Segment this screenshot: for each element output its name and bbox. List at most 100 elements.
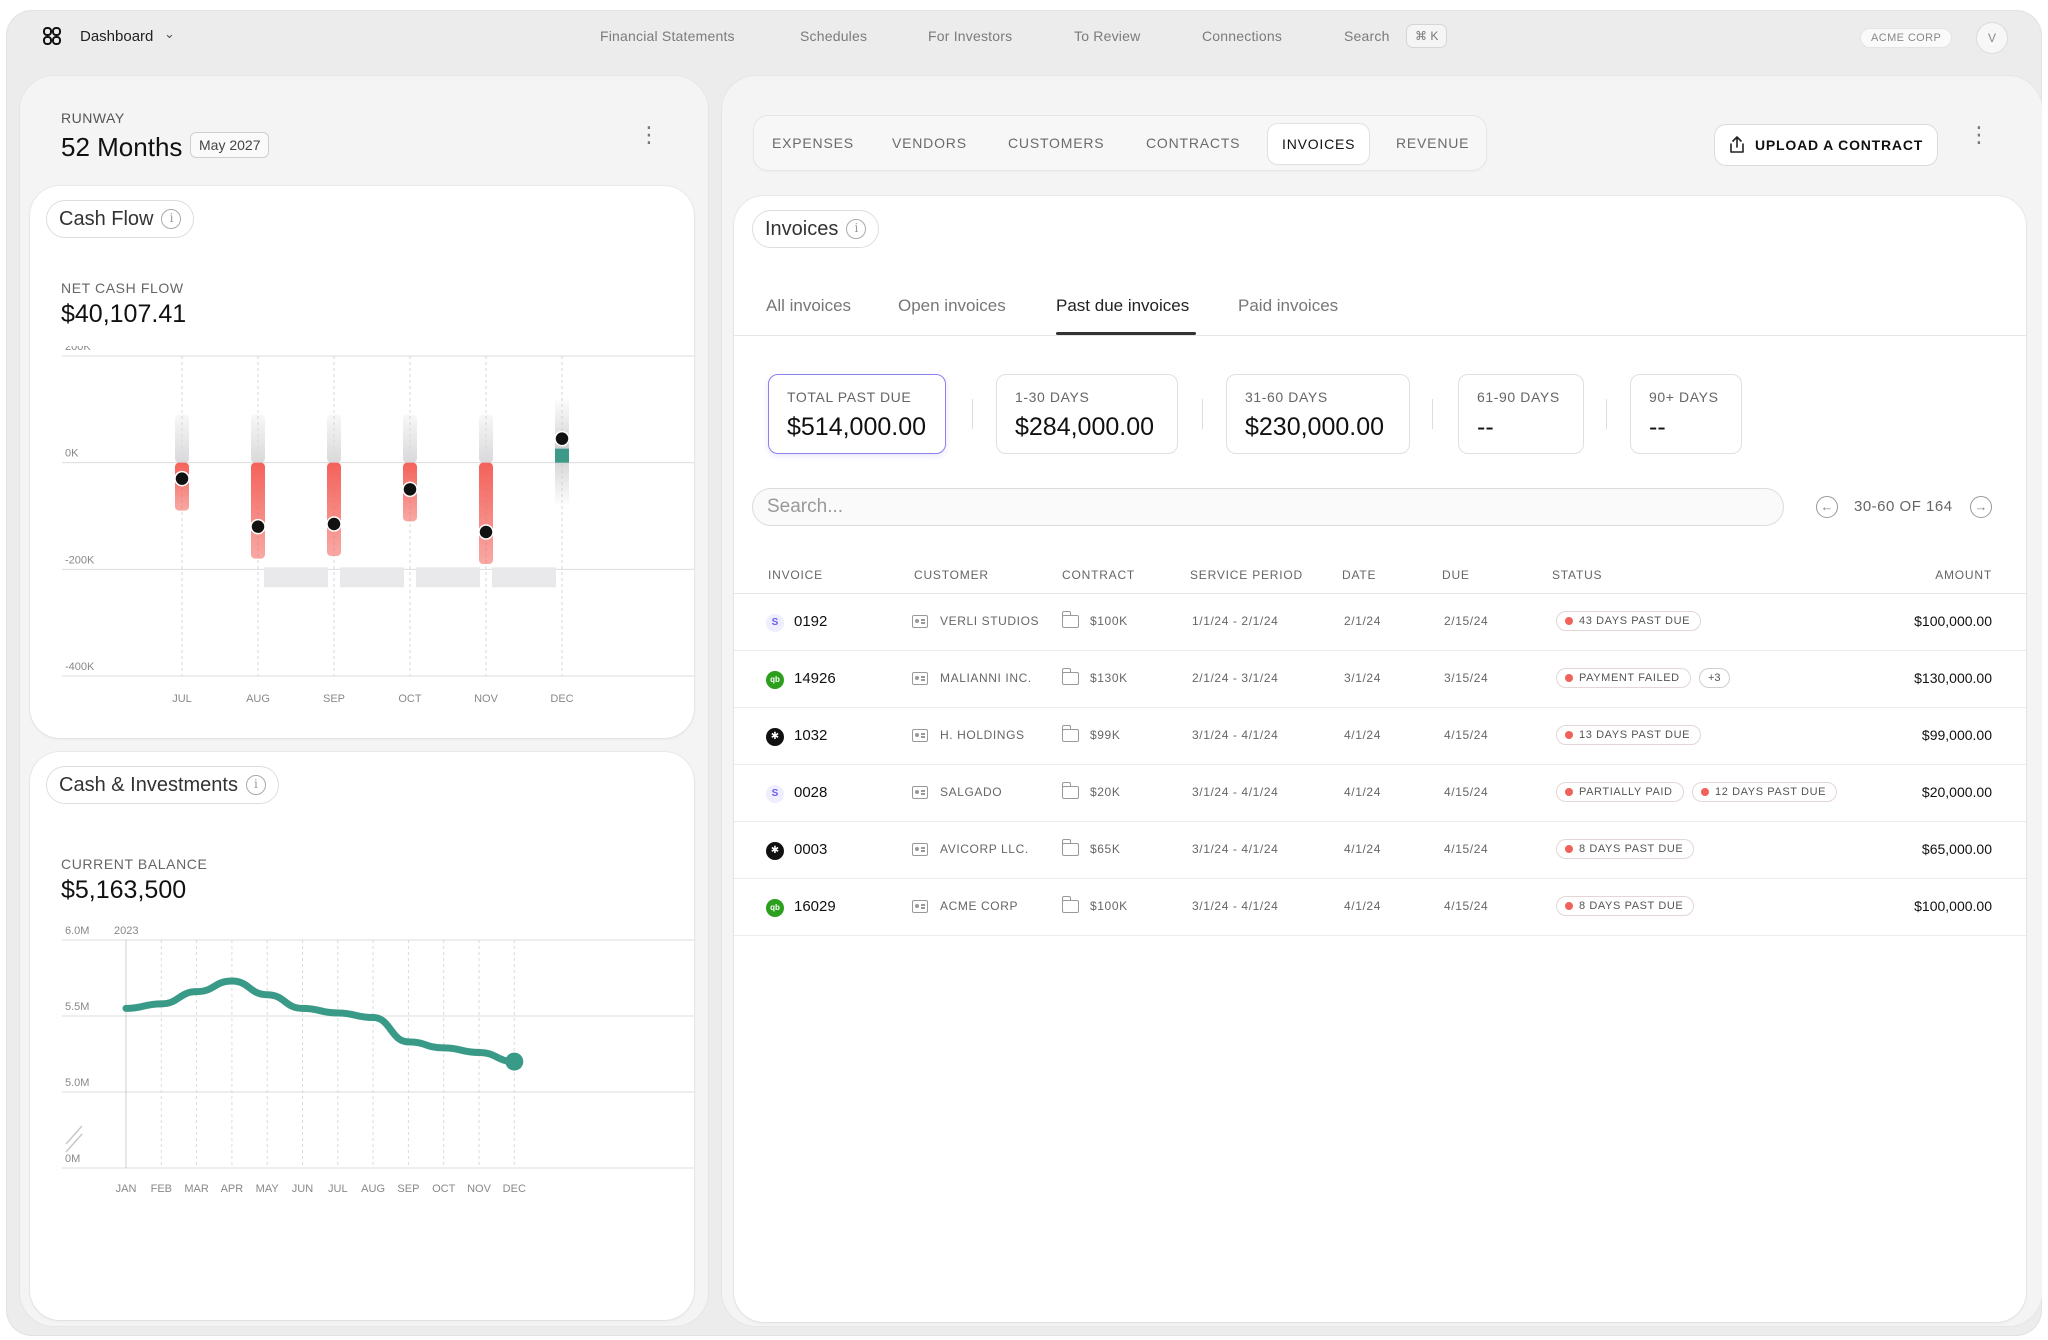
info-icon[interactable]: i bbox=[245, 775, 266, 795]
next-page-icon[interactable]: → bbox=[1970, 496, 1992, 518]
x-tick-label: NOV bbox=[474, 693, 499, 705]
quickbooks-icon: qb bbox=[766, 671, 784, 689]
y-tick-label: 0M bbox=[65, 1153, 80, 1165]
table-header: INVOICE CUSTOMER CONTRACT SERVICE PERIOD… bbox=[734, 552, 2026, 594]
x-tick-label: JAN bbox=[116, 1183, 137, 1195]
summary-31-60-days[interactable]: 31-60 DAYS $230,000.00 bbox=[1226, 374, 1410, 454]
brand-logo-icon[interactable] bbox=[42, 26, 62, 46]
customer-name[interactable]: VERLI STUDIOS bbox=[940, 614, 1040, 628]
summary-label: 31-60 DAYS bbox=[1245, 389, 1328, 405]
tab-invoices[interactable]: INVOICES bbox=[1268, 124, 1370, 164]
x-tick-label: DEC bbox=[503, 1183, 526, 1195]
quickbooks-icon: qb bbox=[766, 899, 784, 917]
invoice-search-input[interactable]: Search... bbox=[752, 488, 1784, 526]
service-period: 3/1/24 - 4/1/24 bbox=[1192, 899, 1279, 913]
table-row[interactable]: ✱ 0003 AVICORP LLC. $65K 3/1/24 - 4/1/24 4/1/… bbox=[734, 822, 2026, 879]
chevron-down-icon[interactable]: ⌄ bbox=[164, 26, 175, 41]
tab-contracts[interactable]: CONTRACTS bbox=[1146, 135, 1241, 151]
axis-break-mark bbox=[65, 1125, 83, 1145]
contract-value[interactable]: $65K bbox=[1090, 842, 1121, 856]
tab-expenses[interactable]: EXPENSES bbox=[772, 135, 854, 151]
invoice-due: 3/15/24 bbox=[1444, 671, 1489, 685]
invoice-subtabs: All invoices Open invoices Past due invo… bbox=[734, 286, 2026, 336]
x-tick-label: AUG bbox=[246, 693, 270, 705]
nav-to-review[interactable]: To Review bbox=[1074, 28, 1141, 44]
col-customer[interactable]: CUSTOMER bbox=[914, 568, 989, 582]
avatar[interactable]: V bbox=[1976, 22, 2008, 54]
table-row[interactable]: S 0192 VERLI STUDIOS $100K 1/1/24 - 2/1/24 2/… bbox=[734, 594, 2026, 651]
info-icon[interactable]: i bbox=[161, 209, 182, 229]
nav-schedules[interactable]: Schedules bbox=[800, 28, 868, 44]
invoice-number[interactable]: 14926 bbox=[794, 670, 836, 687]
tab-customers[interactable]: CUSTOMERS bbox=[1008, 135, 1105, 151]
col-status[interactable]: STATUS bbox=[1552, 568, 1603, 582]
summary-90-plus-days[interactable]: 90+ DAYS -- bbox=[1630, 374, 1742, 454]
invoice-number[interactable]: 0028 bbox=[794, 784, 828, 801]
table-row[interactable]: ✱ 1032 H. HOLDINGS $99K 3/1/24 - 4/1/24 4/1/2… bbox=[734, 708, 2026, 765]
col-service-period[interactable]: SERVICE PERIOD bbox=[1190, 568, 1304, 582]
summary-total-past-due[interactable]: TOTAL PAST DUE $514,000.00 bbox=[768, 374, 946, 454]
contract-value[interactable]: $99K bbox=[1090, 728, 1121, 742]
tab-vendors[interactable]: VENDORS bbox=[892, 135, 967, 151]
invoice-number[interactable]: 0192 bbox=[794, 613, 828, 630]
table-row[interactable]: qb 16029 ACME CORP $100K 3/1/24 - 4/1/24 4/1/… bbox=[734, 879, 2026, 936]
col-due[interactable]: DUE bbox=[1442, 568, 1470, 582]
folder-icon bbox=[1061, 839, 1079, 856]
subtab-open-invoices[interactable]: Open invoices bbox=[898, 296, 1006, 315]
end-point bbox=[505, 1052, 524, 1071]
module-tabs: EXPENSES VENDORS CUSTOMERS CONTRACTS INV… bbox=[754, 116, 1486, 170]
customer-name[interactable]: MALIANNI INC. bbox=[940, 671, 1032, 685]
customer-name[interactable]: SALGADO bbox=[940, 785, 1003, 799]
y-tick-label: 0K bbox=[65, 448, 79, 460]
more-options-icon[interactable]: ⋮ bbox=[1968, 122, 1990, 147]
contract-value[interactable]: $100K bbox=[1090, 899, 1128, 913]
summary-1-30-days[interactable]: 1-30 DAYS $284,000.00 bbox=[996, 374, 1178, 454]
contract-value[interactable]: $20K bbox=[1090, 785, 1121, 799]
customer-name[interactable]: ACME CORP bbox=[940, 899, 1019, 913]
data-point bbox=[402, 481, 418, 498]
nav-financial-statements[interactable]: Financial Statements bbox=[600, 28, 735, 44]
runway-value: 52 Months bbox=[61, 132, 183, 162]
contract-value[interactable]: $130K bbox=[1090, 671, 1128, 685]
nav-connections[interactable]: Connections bbox=[1202, 28, 1283, 44]
subtab-paid-invoices[interactable]: Paid invoices bbox=[1238, 296, 1339, 315]
col-amount[interactable]: AMOUNT bbox=[1935, 568, 1992, 582]
invoice-date: 2/1/24 bbox=[1344, 614, 1381, 628]
service-period: 3/1/24 - 4/1/24 bbox=[1192, 842, 1279, 856]
connector-shelf bbox=[492, 567, 556, 588]
col-invoice[interactable]: INVOICE bbox=[768, 568, 823, 582]
invoice-number[interactable]: 1032 bbox=[794, 727, 828, 744]
connector-shelf bbox=[264, 567, 328, 588]
prev-page-icon[interactable]: ← bbox=[1816, 496, 1838, 518]
contract-value[interactable]: $100K bbox=[1090, 614, 1128, 628]
org-badge[interactable]: ACME CORP bbox=[1860, 28, 1953, 48]
subtab-all-invoices[interactable]: All invoices bbox=[766, 296, 852, 315]
customer-name[interactable]: AVICORP LLC. bbox=[940, 842, 1029, 856]
table-row[interactable]: qb 14926 MALIANNI INC. $130K 2/1/24 - 3/1/24… bbox=[734, 651, 2026, 708]
x-tick-label: MAR bbox=[184, 1183, 209, 1195]
invoice-number[interactable]: 16029 bbox=[794, 898, 836, 915]
nav-for-investors[interactable]: For Investors bbox=[928, 28, 1013, 44]
invoice-amount: $99,000.00 bbox=[1921, 727, 1992, 743]
y-tick-label: 6.0M bbox=[65, 925, 89, 937]
invoice-amount: $130,000.00 bbox=[1914, 670, 1992, 686]
invoice-number[interactable]: 0003 bbox=[794, 841, 828, 858]
invoice-date: 4/1/24 bbox=[1344, 899, 1381, 913]
upload-contract-button[interactable]: UPLOAD A CONTRACT bbox=[1714, 124, 1939, 166]
subtab-past-due-invoices[interactable]: Past due invoices bbox=[1056, 296, 1190, 315]
summary-61-90-days[interactable]: 61-90 DAYS -- bbox=[1458, 374, 1584, 454]
nav-search[interactable]: Search bbox=[1344, 28, 1390, 44]
dashboard-menu[interactable]: Dashboard bbox=[80, 28, 154, 45]
info-icon[interactable]: i bbox=[846, 219, 867, 239]
table-row[interactable]: S 0028 SALGADO $20K 3/1/24 - 4/1/24 4/1/24 4/1… bbox=[734, 765, 2026, 822]
invoice-amount: $100,000.00 bbox=[1914, 898, 1992, 914]
bar-range bbox=[479, 414, 493, 463]
tab-revenue[interactable]: REVENUE bbox=[1396, 135, 1470, 151]
more-statuses-badge[interactable]: +3 bbox=[1699, 668, 1730, 688]
col-contract[interactable]: CONTRACT bbox=[1062, 568, 1136, 582]
col-date[interactable]: DATE bbox=[1342, 568, 1377, 582]
invoice-due: 2/15/24 bbox=[1444, 614, 1489, 628]
y-tick-label: 5.0M bbox=[65, 1077, 89, 1089]
customer-name[interactable]: H. HOLDINGS bbox=[940, 728, 1025, 742]
runway-more-icon[interactable]: ⋮ bbox=[638, 122, 660, 147]
